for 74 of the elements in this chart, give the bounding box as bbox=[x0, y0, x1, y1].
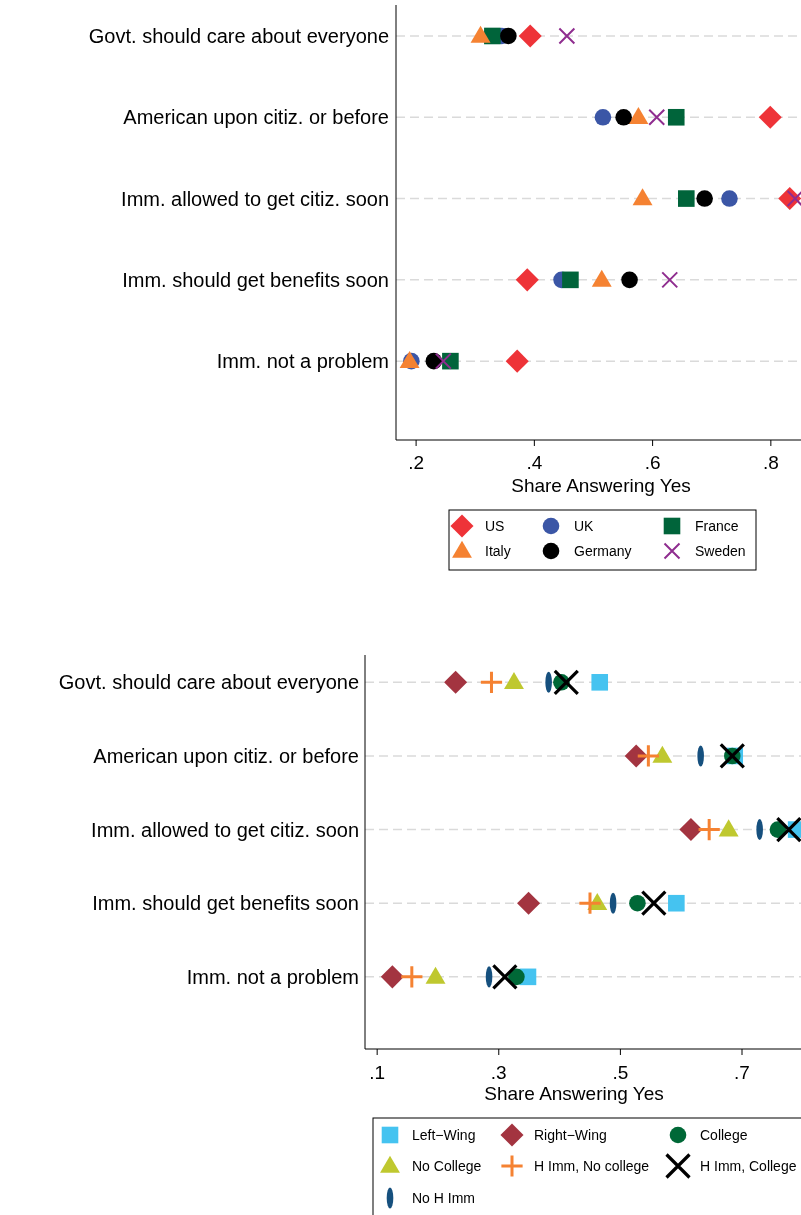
point bbox=[721, 190, 738, 207]
point bbox=[558, 27, 576, 45]
point bbox=[591, 269, 612, 287]
legend-label: Germany bbox=[574, 542, 632, 559]
y-tick-label: American upon citiz. or before bbox=[123, 106, 389, 129]
legend-label: Right−Wing bbox=[534, 1126, 607, 1143]
y-tick-label: Imm. allowed to get citiz. soon bbox=[91, 818, 359, 841]
legend-label: No H Imm bbox=[412, 1189, 475, 1206]
x-tick-label: .7 bbox=[734, 1062, 750, 1083]
point bbox=[562, 271, 579, 289]
point bbox=[621, 271, 638, 289]
point bbox=[594, 108, 612, 126]
point bbox=[505, 349, 529, 373]
point bbox=[591, 674, 609, 691]
point bbox=[504, 672, 524, 690]
point bbox=[678, 190, 695, 207]
x-tick-label: .8 bbox=[762, 452, 779, 473]
point bbox=[401, 966, 423, 988]
legend-label: Sweden bbox=[695, 542, 746, 559]
legend-label: No College bbox=[412, 1157, 482, 1174]
point bbox=[668, 894, 685, 912]
x-axis-title: Share Answering Yes bbox=[511, 475, 691, 496]
x-tick-label: .1 bbox=[369, 1062, 386, 1083]
point bbox=[500, 27, 517, 45]
x-tick-label: .4 bbox=[526, 452, 543, 473]
x-tick-label: .5 bbox=[612, 1062, 629, 1083]
legend-label: US bbox=[485, 517, 505, 534]
point bbox=[380, 965, 404, 989]
point bbox=[629, 894, 646, 912]
point bbox=[434, 352, 452, 370]
point bbox=[652, 745, 673, 763]
point bbox=[553, 669, 580, 696]
point bbox=[480, 671, 503, 693]
point bbox=[515, 268, 539, 292]
legend-label: France bbox=[695, 517, 739, 534]
point bbox=[640, 890, 667, 917]
point bbox=[615, 108, 632, 126]
point bbox=[517, 891, 541, 915]
y-tick-label: Imm. should get benefits soon bbox=[122, 268, 389, 291]
point bbox=[444, 670, 468, 694]
point bbox=[648, 108, 666, 126]
point bbox=[518, 24, 542, 48]
legend-label: H Imm, College bbox=[700, 1157, 797, 1174]
legend-label: H Imm, No college bbox=[534, 1157, 650, 1174]
x-tick-label: .3 bbox=[490, 1062, 507, 1083]
x-tick-label: .2 bbox=[408, 452, 425, 473]
point bbox=[637, 745, 659, 767]
y-tick-label: Imm. should get benefits soon bbox=[92, 892, 359, 915]
y-tick-label: Imm. not a problem bbox=[216, 350, 389, 373]
point bbox=[491, 963, 518, 990]
point bbox=[667, 108, 685, 126]
legend-label: College bbox=[700, 1126, 748, 1143]
point bbox=[628, 107, 649, 125]
y-tick-label: Imm. allowed to get citiz. soon bbox=[121, 187, 389, 210]
point bbox=[696, 190, 713, 207]
point bbox=[718, 819, 739, 837]
point bbox=[679, 818, 703, 842]
point bbox=[425, 966, 446, 984]
legend-label: Left−Wing bbox=[412, 1126, 476, 1143]
x-tick-label: .6 bbox=[644, 452, 661, 473]
y-tick-label: Govt. should care about everyone bbox=[58, 671, 359, 694]
point bbox=[579, 892, 601, 914]
legend-label: Italy bbox=[485, 542, 511, 559]
point bbox=[632, 188, 653, 206]
x-axis-title: Share Answering Yes bbox=[484, 1083, 664, 1104]
point bbox=[758, 105, 782, 129]
point bbox=[775, 816, 801, 843]
legend-label: UK bbox=[574, 517, 595, 534]
point bbox=[661, 271, 679, 289]
y-tick-label: American upon citiz. or before bbox=[93, 744, 359, 767]
y-tick-label: Imm. not a problem bbox=[186, 965, 359, 988]
point bbox=[470, 25, 491, 43]
point bbox=[698, 818, 720, 841]
y-tick-label: Govt. should care about everyone bbox=[88, 24, 389, 47]
